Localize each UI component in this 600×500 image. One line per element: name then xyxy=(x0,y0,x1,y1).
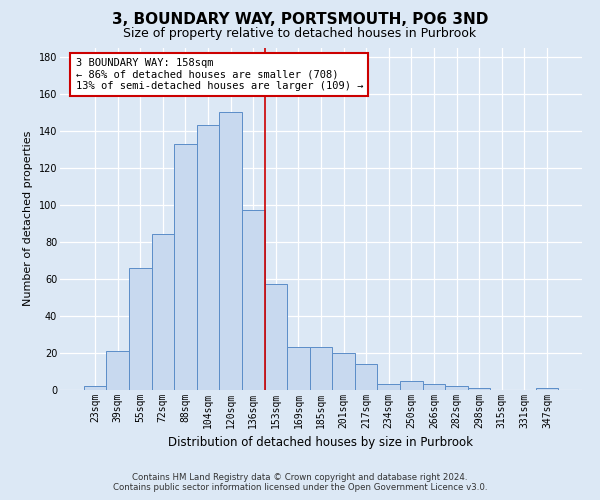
Bar xyxy=(220,112,242,390)
Text: Size of property relative to detached houses in Purbrook: Size of property relative to detached ho… xyxy=(124,28,476,40)
Y-axis label: Number of detached properties: Number of detached properties xyxy=(23,131,33,306)
Bar xyxy=(265,284,287,390)
Bar xyxy=(152,234,174,390)
Text: Contains HM Land Registry data © Crown copyright and database right 2024.
Contai: Contains HM Land Registry data © Crown c… xyxy=(113,473,487,492)
Bar xyxy=(332,353,355,390)
Bar xyxy=(129,268,152,390)
Bar xyxy=(355,364,377,390)
Bar xyxy=(84,386,106,390)
Text: 3 BOUNDARY WAY: 158sqm
← 86% of detached houses are smaller (708)
13% of semi-de: 3 BOUNDARY WAY: 158sqm ← 86% of detached… xyxy=(76,58,363,91)
Bar xyxy=(445,386,468,390)
X-axis label: Distribution of detached houses by size in Purbrook: Distribution of detached houses by size … xyxy=(169,436,473,450)
Bar xyxy=(468,388,490,390)
Bar xyxy=(536,388,558,390)
Bar xyxy=(377,384,400,390)
Bar xyxy=(242,210,265,390)
Text: 3, BOUNDARY WAY, PORTSMOUTH, PO6 3ND: 3, BOUNDARY WAY, PORTSMOUTH, PO6 3ND xyxy=(112,12,488,28)
Bar xyxy=(197,126,220,390)
Bar xyxy=(422,384,445,390)
Bar xyxy=(400,380,422,390)
Bar xyxy=(310,348,332,390)
Bar xyxy=(287,348,310,390)
Bar xyxy=(174,144,197,390)
Bar xyxy=(106,351,129,390)
